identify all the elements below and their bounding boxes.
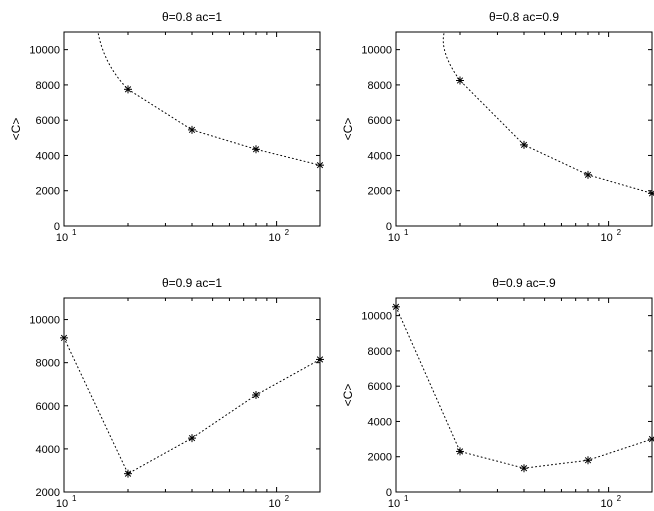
marker-stroke bbox=[188, 126, 196, 134]
y-tick-label: 8000 bbox=[36, 80, 60, 92]
marker-stroke bbox=[124, 470, 132, 477]
y-tick-label: 6000 bbox=[368, 115, 392, 127]
plot-frame bbox=[395, 297, 653, 493]
marker-stroke bbox=[188, 434, 196, 442]
marker-stroke bbox=[60, 334, 68, 342]
y-tick-label: 10000 bbox=[29, 45, 60, 57]
chart-panel-bottom-left: θ=0.9 ac=1 2000 4000 6000 8000 10000 10 1 10 2 bbox=[29, 276, 324, 510]
y-tick-label: 4000 bbox=[368, 150, 392, 162]
chart-title: θ=0.8 ac=1 bbox=[162, 10, 222, 24]
data-point-marker bbox=[124, 469, 132, 478]
y-tick-label: 6000 bbox=[368, 381, 392, 393]
x-tick-label: 10 bbox=[56, 498, 68, 510]
data-point-marker bbox=[520, 140, 528, 149]
y-tick-label: 2000 bbox=[368, 452, 392, 464]
y-tick-label: 0 bbox=[54, 221, 60, 233]
x-tick-label: 10 bbox=[268, 232, 280, 244]
data-point-marker bbox=[124, 85, 132, 94]
y-tick-label: 10000 bbox=[361, 45, 392, 57]
data-point-marker bbox=[520, 464, 528, 473]
y-tick-label: 2000 bbox=[36, 487, 60, 499]
x-tick-label: 10 bbox=[600, 498, 612, 510]
y-tick-label: 4000 bbox=[36, 444, 60, 456]
y-axis-label: <C> bbox=[341, 118, 355, 141]
x-tick-exponent: 1 bbox=[72, 494, 77, 503]
x-tick-label: 10 bbox=[388, 498, 400, 510]
data-point-marker bbox=[188, 434, 196, 443]
marker-stroke bbox=[456, 448, 464, 455]
plot-frame bbox=[63, 297, 321, 493]
y-tick-label: 10000 bbox=[361, 311, 392, 323]
x-tick-exponent: 1 bbox=[72, 228, 77, 237]
series-line bbox=[63, 337, 321, 475]
x-tick-exponent: 1 bbox=[404, 494, 409, 503]
marker-stroke bbox=[316, 356, 324, 363]
marker-stroke bbox=[252, 391, 260, 399]
data-point-marker bbox=[584, 170, 592, 179]
marker-stroke bbox=[584, 171, 592, 179]
x-tick-label: 10 bbox=[388, 232, 400, 244]
y-axis-label: <C> bbox=[341, 384, 355, 407]
series-line bbox=[97, 33, 321, 166]
chart-panel-top-right: θ=0.8 ac=0.9 <C> 0 2000 4000 6000 8000 10000 1… bbox=[341, 10, 654, 244]
y-tick-label: 2000 bbox=[36, 186, 60, 198]
chart-title: θ=0.9 ac=1 bbox=[162, 276, 222, 290]
series-line bbox=[395, 306, 653, 469]
marker-stroke bbox=[252, 146, 260, 153]
marker-stroke bbox=[456, 77, 464, 84]
chart-title: θ=0.9 ac=.9 bbox=[492, 276, 556, 290]
y-tick-label: 6000 bbox=[36, 115, 60, 127]
y-tick-label: 0 bbox=[386, 221, 392, 233]
marker-stroke bbox=[584, 457, 592, 464]
data-point-marker bbox=[188, 125, 196, 134]
y-tick-label: 0 bbox=[386, 487, 392, 499]
data-point-marker bbox=[316, 355, 324, 364]
chart-panel-bottom-right: θ=0.9 ac=.9 <C> 0 2000 4000 6000 8000 10000 10… bbox=[341, 276, 654, 510]
data-point-marker bbox=[60, 333, 68, 342]
data-point-marker bbox=[252, 391, 260, 399]
data-point-marker bbox=[456, 447, 464, 456]
x-tick-label: 10 bbox=[268, 498, 280, 510]
y-tick-label: 4000 bbox=[368, 416, 392, 428]
data-point-marker bbox=[648, 435, 654, 444]
chart-panel-top-left: θ=0.8 ac=1 <C> 0 2000 4000 6000 8000 10000 10 1… bbox=[9, 10, 324, 244]
data-point-marker bbox=[456, 76, 464, 85]
marker-stroke bbox=[392, 303, 400, 310]
data-point-marker bbox=[584, 456, 592, 465]
chart-title: θ=0.8 ac=0.9 bbox=[489, 10, 559, 24]
y-tick-label: 6000 bbox=[36, 401, 60, 413]
marker-stroke bbox=[520, 465, 528, 472]
y-axis-label: <C> bbox=[9, 118, 23, 141]
data-point-marker bbox=[316, 161, 324, 170]
marker-stroke bbox=[316, 162, 324, 169]
marker-stroke bbox=[124, 86, 132, 93]
y-tick-label: 10000 bbox=[29, 315, 60, 327]
y-tick-label: 4000 bbox=[36, 150, 60, 162]
series-line bbox=[442, 33, 653, 194]
marker-stroke bbox=[520, 141, 528, 149]
y-tick-label: 8000 bbox=[36, 358, 60, 370]
x-tick-exponent: 2 bbox=[285, 228, 290, 237]
x-tick-exponent: 2 bbox=[617, 494, 622, 503]
x-tick-exponent: 2 bbox=[285, 494, 290, 503]
plot-frame bbox=[395, 31, 653, 227]
y-tick-label: 8000 bbox=[368, 346, 392, 358]
x-tick-label: 10 bbox=[600, 232, 612, 244]
data-point-marker bbox=[392, 302, 400, 311]
x-tick-exponent: 1 bbox=[404, 228, 409, 237]
data-point-marker bbox=[252, 145, 260, 154]
y-tick-label: 8000 bbox=[368, 80, 392, 92]
y-tick-label: 2000 bbox=[368, 186, 392, 198]
x-tick-label: 10 bbox=[56, 232, 68, 244]
x-tick-exponent: 2 bbox=[617, 228, 622, 237]
